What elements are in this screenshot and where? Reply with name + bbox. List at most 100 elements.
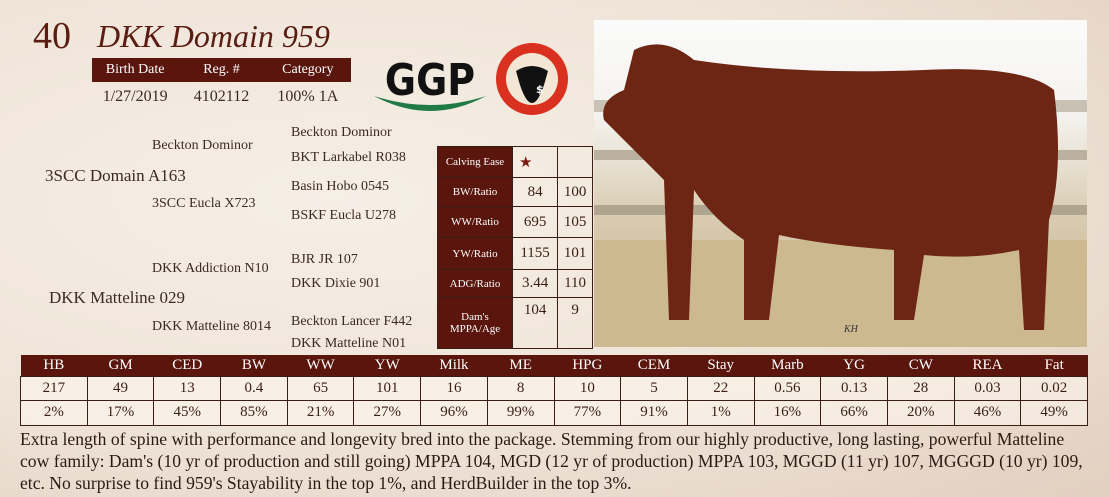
pedigree-dam: DKK Matteline 029 <box>49 288 185 307</box>
category: 100% 1A <box>277 88 339 105</box>
star-icon: ★ <box>511 146 559 178</box>
epd-value-milk: 16 <box>420 375 488 401</box>
epd-header-yw: YW <box>353 355 421 376</box>
epd-value-ww: 65 <box>286 375 355 401</box>
perf-value: 3.44 <box>511 269 559 298</box>
epd-header-yg: YG <box>820 355 888 376</box>
epd-percentile-milk: 96% <box>420 400 488 426</box>
top-dollar-angus-logo: $ <box>496 43 568 115</box>
epd-header-milk: Milk <box>420 355 488 376</box>
epd-percentile-bw: 85% <box>220 400 288 426</box>
perf-label: ADG/Ratio <box>437 269 513 298</box>
epd-percentile-row: 2% 17% 45% 85% 21% 27% 96% 99% 77% 91% 1% 16% 66% 20%… <box>20 400 1088 426</box>
pedigree-dam-sire: DKK Addiction N10 <box>152 261 269 276</box>
epd-percentile-yw: 27% <box>353 400 422 426</box>
pedigree-dsd: DKK Dixie 901 <box>291 276 381 291</box>
epd-percentile-stay: 1% <box>686 400 755 426</box>
epd-header-bw: BW <box>220 355 288 376</box>
epd-value-yw: 101 <box>353 375 422 401</box>
bull-image: KH <box>594 44 1087 347</box>
epd-value-yg: 0.13 <box>820 375 888 401</box>
reg-number: 4102112 <box>193 88 250 105</box>
pedigree-dss: BJR JR 107 <box>291 252 358 267</box>
svg-text:$: $ <box>536 83 544 96</box>
pedigree-ssd: BKT Larkabel R038 <box>291 150 406 165</box>
epd-header-cem: CEM <box>620 355 688 376</box>
epd-header-hb: HB <box>20 355 88 376</box>
epd-percentile-gm: 17% <box>86 400 155 426</box>
epd-percentile-ced: 45% <box>153 400 222 426</box>
perf-label: WW/Ratio <box>437 206 513 238</box>
epd-percentile-me: 99% <box>486 400 555 426</box>
epd-percentile-rea: 46% <box>953 400 1022 426</box>
bull-photo: KH <box>594 20 1087 347</box>
epd-value-gm: 49 <box>86 375 155 401</box>
epd-value-cw: 28 <box>886 375 955 401</box>
perf-ratio: 9 <box>557 297 593 349</box>
perf-row: BW/Ratio 84 100 <box>437 177 593 207</box>
pedigree-dds: Beckton Lancer F442 <box>291 314 413 329</box>
perf-value: 695 <box>511 206 559 238</box>
perf-value: 1155 <box>511 237 559 270</box>
category-header: Category <box>282 62 334 77</box>
animal-name: DKK Domain 959 <box>97 18 330 54</box>
perf-row: YW/Ratio 1155 101 <box>437 237 593 270</box>
perf-ratio: 110 <box>557 269 593 298</box>
epd-value-rea: 0.03 <box>953 375 1022 401</box>
perf-ratio: 105 <box>557 206 593 238</box>
pedigree-sire: 3SCC Domain A163 <box>45 166 186 185</box>
perf-value: 104 <box>511 297 559 349</box>
pedigree-sds: Basin Hobo 0545 <box>291 179 389 194</box>
photo-signature: KH <box>843 324 859 335</box>
epd-percentile-fat: 49% <box>1020 400 1088 426</box>
pedigree-sdd: BSKF Eucla U278 <box>291 208 396 223</box>
epd-table: HB GM CED BW WW YW Milk ME HPG CEM Stay Marb YG CW REA… <box>20 355 1088 426</box>
perf-ratio: 101 <box>557 237 593 270</box>
epd-header-rea: REA <box>954 355 1021 376</box>
pedigree-sss: Beckton Dominor <box>291 125 392 140</box>
perf-label: BW/Ratio <box>437 177 513 207</box>
epd-value-marb: 0.56 <box>753 375 822 401</box>
perf-ratio: 100 <box>557 177 593 207</box>
epd-header-me: ME <box>487 355 554 376</box>
epd-header-marb: Marb <box>754 355 821 376</box>
epd-header-stay: Stay <box>687 355 755 376</box>
epd-percentile-ww: 21% <box>286 400 355 426</box>
epd-percentile-hb: 2% <box>20 400 88 426</box>
epd-value-hb: 217 <box>20 375 88 401</box>
birth-date: 1/27/2019 <box>102 88 168 105</box>
epd-values-row: 217 49 13 0.4 65 101 16 8 10 5 22 0.56 0.13 28 0.03 0.0… <box>20 375 1088 401</box>
epd-percentile-cem: 91% <box>620 400 688 426</box>
epd-header-fat: Fat <box>1020 355 1088 376</box>
info-header: Birth Date Reg. # Category <box>92 58 351 82</box>
epd-percentile-marb: 16% <box>753 400 822 426</box>
ggp-logo: GGP <box>374 56 486 111</box>
svg-text:GGP: GGP <box>385 56 475 106</box>
epd-header-cw: CW <box>887 355 955 376</box>
perf-label: Calving Ease <box>437 146 513 178</box>
epd-header-row: HB GM CED BW WW YW Milk ME HPG CEM Stay Marb YG CW REA… <box>20 355 1088 376</box>
description: Extra length of spine with performance a… <box>20 429 1083 493</box>
epd-percentile-cw: 20% <box>886 400 955 426</box>
birth-date-header: Birth Date <box>105 62 165 77</box>
epd-percentile-hpg: 77% <box>553 400 622 426</box>
epd-value-stay: 22 <box>686 375 755 401</box>
pedigree-sire-sire: Beckton Dominor <box>152 138 253 153</box>
lot-number: 40 <box>33 15 71 57</box>
perf-row: ADG/Ratio 3.44 110 <box>437 269 593 298</box>
epd-header-ww: WW <box>287 355 354 376</box>
epd-value-hpg: 10 <box>553 375 622 401</box>
epd-header-ced: CED <box>153 355 221 376</box>
perf-value: 84 <box>511 177 559 207</box>
epd-value-me: 8 <box>486 375 555 401</box>
pedigree-dam-dam: DKK Matteline 8014 <box>152 319 271 334</box>
info-values: 1/27/2019 4102112 100% 1A <box>92 88 351 106</box>
perf-value <box>557 146 593 178</box>
perf-row: WW/Ratio 695 105 <box>437 206 593 238</box>
perf-row: Calving Ease ★ <box>437 146 593 178</box>
reg-header: Reg. # <box>203 62 240 77</box>
perf-row: Dam's MPPA/Age 104 9 <box>437 297 593 349</box>
epd-value-ced: 13 <box>153 375 222 401</box>
epd-header-gm: GM <box>87 355 154 376</box>
pedigree-sire-dam: 3SCC Eucla X723 <box>152 196 256 211</box>
